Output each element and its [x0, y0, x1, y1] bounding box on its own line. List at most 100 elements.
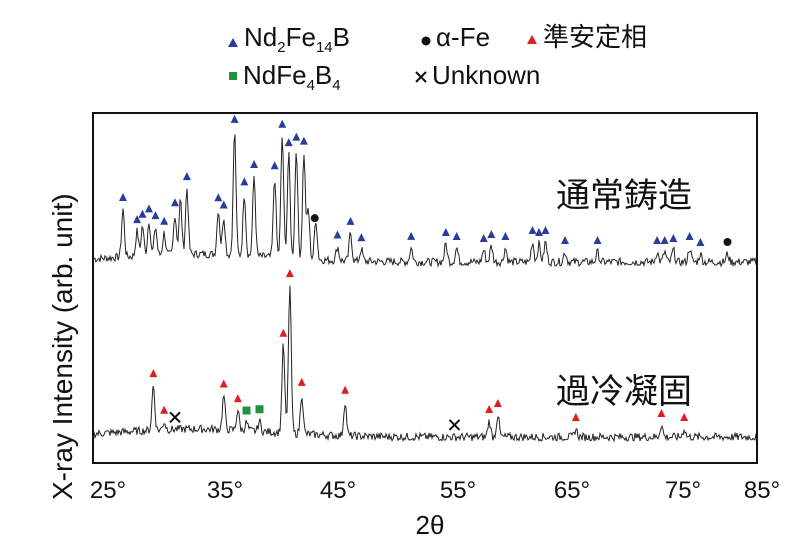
legend-unknown-label: Unknown: [432, 60, 540, 90]
legend-entry-metastable: 準安定相: [527, 23, 647, 53]
series-line-conventional: [93, 134, 757, 268]
dot-marker-icon: [421, 36, 431, 46]
dot-peak-marker: [310, 214, 319, 223]
triangle-peak-marker: [292, 132, 301, 141]
triangle-peak-marker: [138, 209, 147, 218]
triangle-peak-marker: [285, 269, 294, 278]
triangle-peak-marker: [479, 233, 488, 242]
square-peak-marker: [242, 406, 251, 415]
cross-stroke: [169, 411, 181, 424]
square-marker-icon: [229, 72, 237, 80]
triangle-peak-marker: [219, 200, 228, 209]
triangle-peak-marker: [279, 328, 288, 337]
triangle-peak-marker: [133, 215, 142, 224]
triangle-peak-marker: [270, 161, 279, 170]
triangle-peak-marker: [541, 225, 550, 234]
legend-nd2fe14b-part1: Nd: [244, 22, 277, 52]
triangle-peak-marker: [561, 235, 569, 244]
triangle-peak-marker: [593, 235, 602, 244]
triangle-peak-marker: [685, 232, 694, 240]
legend-ndfe4b4-sub1: 4: [307, 77, 315, 94]
plot-frame: [92, 112, 758, 464]
legend-entry-ndfe4b4: NdFe4B4: [229, 60, 341, 94]
triangle-peak-marker: [230, 114, 239, 123]
legend-nd2fe14b-part3: B: [333, 22, 350, 52]
x-tick-75: 75°: [665, 477, 701, 504]
triangle-peak-marker: [284, 138, 293, 147]
triangle-peak-marker: [571, 412, 580, 421]
triangle-marker-icon: [228, 38, 238, 47]
triangle-peak-marker: [660, 236, 669, 244]
legend: Nd2Fe14B α-Fe 準安定相 NdFe4B4 Unknown: [228, 22, 647, 94]
triangle-peak-marker: [145, 204, 153, 213]
triangle-peak-marker: [297, 377, 306, 386]
triangle-peak-marker: [535, 227, 543, 236]
triangle-peak-marker: [219, 379, 228, 388]
triangle-peak-marker: [501, 231, 510, 240]
triangle-peak-marker: [441, 227, 450, 236]
legend-metastable-label: 準安定相: [543, 23, 647, 53]
legend-nd2fe14b-sub2: 14: [316, 39, 333, 56]
triangle-peak-marker: [233, 394, 242, 403]
cross-peak-marker: [169, 411, 181, 424]
legend-entry-alpha-fe: α-Fe: [421, 22, 490, 52]
triangle-peak-marker: [487, 229, 496, 238]
legend-alpha-fe-label: α-Fe: [436, 22, 490, 52]
legend-ndfe4b4-sub2: 4: [332, 77, 340, 94]
triangle-peak-marker: [151, 211, 160, 220]
triangle-peak-marker: [407, 231, 416, 240]
legend-entry-nd2fe14b: Nd2Fe14B: [228, 22, 350, 56]
cross-stroke: [448, 419, 461, 431]
triangle-peak-marker: [333, 230, 342, 239]
legend-nd2fe14b-part2: Fe: [286, 22, 316, 52]
triangle-peak-marker: [357, 233, 366, 242]
triangle-marker-icon: [527, 35, 537, 44]
series-label-undercooled: 過冷凝固: [556, 372, 692, 412]
x-tick-65: 65°: [554, 477, 590, 504]
triangle-peak-marker: [341, 385, 350, 394]
svg-text:Nd2Fe14B: Nd2Fe14B: [244, 22, 350, 56]
svg-text:NdFe4B4: NdFe4B4: [243, 60, 341, 94]
x-tick-35: 35°: [207, 477, 243, 504]
x-tick-85: 85°: [744, 477, 780, 504]
square-peak-marker: [255, 405, 264, 414]
triangle-peak-marker: [240, 177, 249, 186]
peak-markers: [119, 114, 732, 431]
triangle-peak-marker: [528, 225, 537, 234]
triangle-peak-marker: [485, 404, 494, 413]
triangle-peak-marker: [669, 234, 678, 242]
triangle-peak-marker: [493, 398, 502, 407]
triangle-peak-marker: [696, 238, 705, 246]
x-tick-45: 45°: [320, 477, 356, 504]
triangle-peak-marker: [160, 405, 169, 414]
cross-marker-icon: [415, 71, 427, 83]
x-tick-55: 55°: [440, 477, 476, 504]
triangle-peak-marker: [299, 136, 308, 145]
triangle-peak-marker: [680, 413, 689, 421]
legend-entry-unknown: Unknown: [415, 60, 540, 90]
triangle-peak-marker: [214, 193, 223, 202]
legend-nd2fe14b-sub1: 2: [277, 39, 285, 56]
triangle-peak-marker: [346, 216, 355, 225]
series-label-conventional: 通常鋳造: [556, 176, 692, 216]
x-tick-25: 25°: [90, 477, 126, 504]
legend-ndfe4b4-part1: NdFe: [243, 60, 307, 90]
legend-ndfe4b4-part2: B: [315, 60, 332, 90]
triangle-peak-marker: [119, 192, 127, 201]
series-line-undercooled: [93, 285, 757, 443]
triangle-peak-marker: [149, 369, 158, 378]
x-axis-label: 2θ: [416, 510, 445, 540]
triangle-peak-marker: [250, 159, 259, 168]
triangle-peak-marker: [653, 236, 662, 244]
triangle-peak-marker: [160, 216, 169, 225]
y-axis-label: X-ray Intensity (arb. unit): [47, 193, 78, 500]
triangle-peak-marker: [452, 231, 461, 240]
cross-peak-marker: [448, 419, 461, 431]
triangle-peak-marker: [182, 172, 191, 181]
triangle-peak-marker: [171, 198, 179, 207]
triangle-peak-marker: [278, 119, 287, 128]
dot-peak-marker: [723, 238, 732, 246]
x-tick-labels: 25° 35° 45° 55° 65° 75° 85°: [90, 477, 780, 504]
triangle-peak-marker: [657, 409, 666, 417]
